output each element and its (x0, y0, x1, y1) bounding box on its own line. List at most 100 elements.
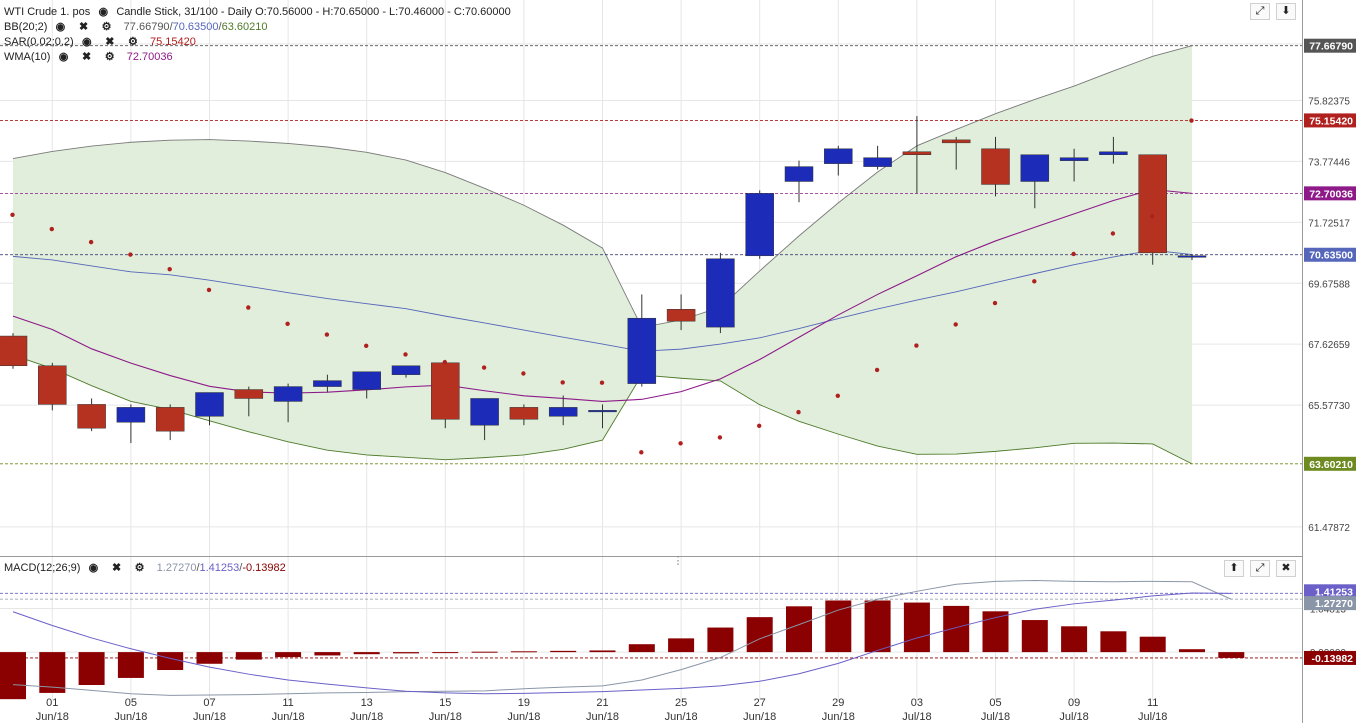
macd-histogram-bar[interactable] (903, 602, 930, 653)
gear-icon[interactable]: ⚙ (101, 21, 112, 33)
macd-histogram-bar[interactable] (550, 650, 577, 653)
close-icon[interactable]: ✖ (105, 36, 115, 48)
candle[interactable] (77, 404, 106, 429)
macd-histogram-bar[interactable] (1139, 636, 1166, 653)
close-icon[interactable]: ✖ (1276, 560, 1296, 577)
candle[interactable] (1138, 154, 1167, 254)
candle[interactable] (745, 193, 774, 257)
candle[interactable] (313, 380, 342, 387)
eye-icon[interactable]: ◉ (98, 6, 109, 18)
candle[interactable] (863, 157, 892, 167)
candle[interactable] (391, 365, 421, 375)
candle[interactable] (784, 166, 814, 182)
candle[interactable] (234, 389, 264, 399)
candle[interactable] (824, 148, 853, 164)
date-tick-month: Jun/18 (193, 711, 226, 723)
sar-dot (1071, 251, 1076, 257)
sar-dot (717, 435, 723, 440)
panel-resize-handle[interactable]: ⋮ (673, 555, 684, 567)
sar-value: 75.15420 (149, 36, 196, 48)
sar-dot (364, 343, 369, 349)
close-icon[interactable]: ✖ (78, 21, 89, 33)
macd-histogram-bar[interactable] (668, 638, 695, 653)
eye-icon[interactable]: ◉ (55, 21, 66, 33)
candle[interactable] (627, 317, 657, 384)
candle[interactable] (195, 392, 224, 417)
date-tick-day: 11 (282, 697, 293, 709)
eye-icon[interactable]: ◉ (58, 51, 69, 63)
gear-icon[interactable]: ⚙ (134, 562, 145, 574)
candle[interactable] (1177, 255, 1207, 258)
macd-histogram-bar[interactable] (78, 652, 105, 686)
macd-histogram-bar[interactable] (786, 606, 812, 653)
bb-middle-line (12, 249, 1193, 352)
candle[interactable] (470, 398, 499, 426)
macd-histogram-bar[interactable] (628, 644, 655, 653)
macd-histogram-bar[interactable] (275, 652, 302, 658)
candle[interactable] (902, 151, 932, 155)
macd-histogram-bar[interactable] (864, 600, 891, 653)
candle[interactable] (38, 365, 67, 405)
macd-histogram-bar[interactable] (982, 611, 1009, 653)
macd-histogram-bar[interactable] (471, 651, 498, 653)
macd-histogram-bar[interactable] (1218, 652, 1245, 658)
value-label: 1.27270 (1315, 598, 1353, 610)
candle[interactable] (155, 407, 185, 432)
macd-histogram-bar[interactable] (157, 652, 184, 671)
macd-histogram-bar[interactable] (235, 652, 262, 660)
candle[interactable] (1099, 151, 1128, 155)
close-icon[interactable]: ✖ (81, 51, 92, 63)
macd-histogram-bar[interactable] (393, 652, 419, 654)
maximize-icon[interactable]: ⤢ (1250, 560, 1270, 577)
macd-histogram-bar[interactable] (314, 652, 341, 656)
candle[interactable] (706, 258, 735, 328)
candle[interactable] (981, 148, 1010, 185)
candle[interactable] (1059, 157, 1089, 161)
candle[interactable] (352, 371, 381, 390)
candle[interactable] (1020, 154, 1050, 182)
eye-icon[interactable]: ◉ (88, 562, 99, 574)
macd-histogram-bar[interactable] (1021, 620, 1048, 653)
maximize-icon[interactable]: ⤢ (1250, 3, 1270, 20)
macd-legend: MACD(12;26;9) ◉ ✖ ⚙ 1.27270/1.41253/-0.1… (4, 562, 286, 574)
macd-histogram-bar[interactable] (825, 600, 852, 653)
macd-histogram-bar[interactable] (432, 652, 459, 654)
macd-histogram-bar[interactable] (0, 652, 26, 700)
candle[interactable] (0, 335, 28, 367)
arrow-down-icon[interactable]: ⬇ (1276, 3, 1296, 20)
macd-histogram-bar[interactable] (196, 652, 223, 664)
macd-histogram-bar[interactable] (943, 605, 970, 653)
date-tick-day: 01 (46, 697, 58, 709)
arrow-up-icon[interactable]: ⬆ (1224, 560, 1244, 577)
candle[interactable] (509, 407, 539, 420)
close-icon[interactable]: ✖ (111, 562, 122, 574)
macd-hist-value: -0.13982 (242, 562, 286, 574)
macd-histogram-bar[interactable] (1061, 626, 1088, 653)
wma-name: WMA(10) (4, 51, 51, 63)
gear-icon[interactable]: ⚙ (104, 51, 115, 63)
candle[interactable] (273, 386, 303, 402)
macd-histogram-bar[interactable] (1100, 631, 1127, 653)
macd-histogram-bar[interactable] (1179, 649, 1205, 653)
candle[interactable] (431, 362, 460, 420)
macd-histogram-bar[interactable] (707, 627, 734, 653)
candle[interactable] (548, 407, 578, 417)
wma-value: 72.70036 (126, 51, 173, 63)
eye-icon[interactable]: ◉ (81, 36, 92, 48)
macd-histogram-bar[interactable] (353, 652, 380, 655)
candle[interactable] (666, 309, 696, 322)
macd-histogram-bar[interactable] (746, 617, 773, 653)
price-tick-label: 71.72517 (1308, 218, 1350, 229)
value-label-box (1304, 247, 1356, 262)
macd-histogram-bar[interactable] (510, 651, 537, 653)
gear-icon[interactable]: ⚙ (127, 36, 138, 48)
candle[interactable] (941, 139, 971, 144)
sar-dot (953, 322, 958, 327)
macd-histogram-bar[interactable] (117, 652, 144, 678)
candle[interactable] (116, 407, 146, 423)
candle[interactable] (588, 410, 617, 413)
macd-histogram-bar[interactable] (589, 650, 616, 653)
candlestick-series[interactable] (0, 116, 1207, 444)
macd-panel[interactable] (0, 579, 1245, 700)
